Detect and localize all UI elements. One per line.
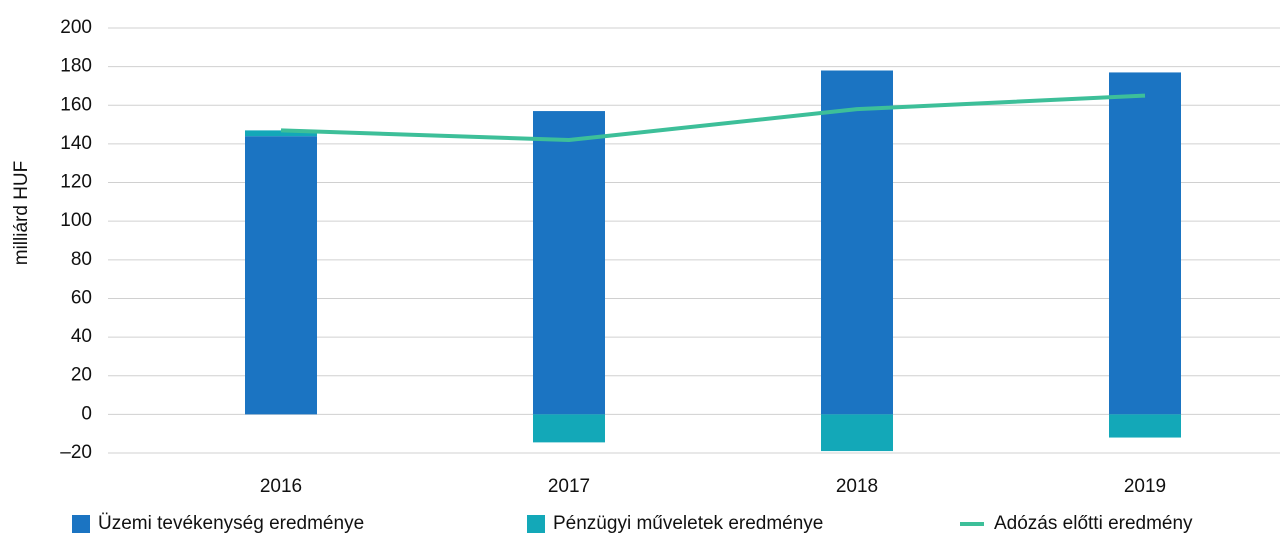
bar [245,136,317,415]
y-tick-label: 120 [60,172,92,193]
y-tick-label: 180 [60,56,92,77]
legend-label: Adózás előtti eredmény [994,513,1193,534]
x-tick-label: 2018 [836,476,878,497]
y-tick-label: 0 [81,403,92,424]
legend-swatch [72,515,90,533]
x-tick-label: 2016 [260,476,302,497]
y-axis-label: milliárd HUF [11,161,32,266]
y-tick-label: 80 [71,249,92,270]
y-tick-label: 100 [60,210,92,231]
y-tick-label: 140 [60,133,92,154]
bar [1109,414,1181,438]
x-tick-label: 2019 [1124,476,1166,497]
bar [821,70,893,415]
y-tick-label: 200 [60,17,92,38]
legend-swatch [527,515,545,533]
bar [245,130,317,137]
bar [533,111,605,415]
legend-label: Pénzügyi műveletek eredménye [553,513,823,534]
line [280,93,1146,143]
y-tick-label: 20 [71,365,92,386]
y-tick-label: 60 [71,287,92,308]
y-tick-label: 160 [60,94,92,115]
bar [1109,72,1181,415]
bar [821,414,893,452]
x-tick-label: 2017 [548,476,590,497]
legend-label: Üzemi tevékenység eredménye [98,513,364,534]
bar [533,414,605,443]
y-tick-label: –20 [60,442,92,463]
y-tick-label: 40 [71,326,92,347]
